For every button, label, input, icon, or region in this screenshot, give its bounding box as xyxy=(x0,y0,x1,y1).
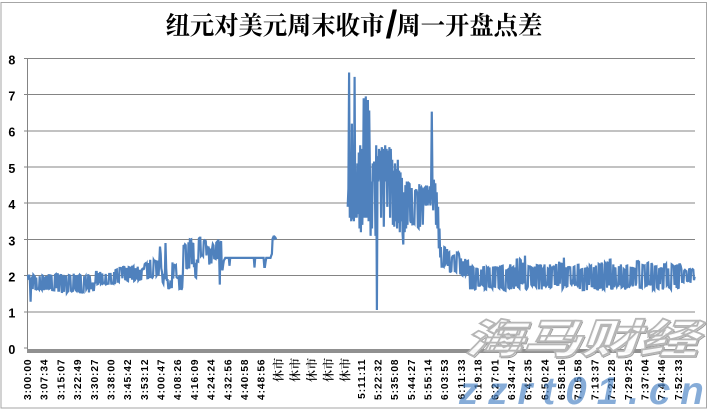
svg-text:6:03:53: 6:03:53 xyxy=(440,359,451,400)
svg-text:3:45:42: 3:45:42 xyxy=(123,359,134,400)
svg-text:6:27:01: 6:27:01 xyxy=(490,359,501,400)
svg-text:7:37:04: 7:37:04 xyxy=(641,359,652,400)
svg-text:7:29:25: 7:29:25 xyxy=(624,359,635,400)
svg-text:7: 7 xyxy=(8,90,15,104)
svg-text:4:48:56: 4:48:56 xyxy=(257,359,268,400)
svg-text:3:00:00: 3:00:00 xyxy=(23,359,34,400)
svg-text:4:32:56: 4:32:56 xyxy=(223,359,234,400)
svg-text:6:50:24: 6:50:24 xyxy=(540,359,551,400)
svg-text:5:35:08: 5:35:08 xyxy=(390,359,401,400)
svg-text:3:53:12: 3:53:12 xyxy=(140,359,151,400)
svg-text:5:55:14: 5:55:14 xyxy=(424,359,435,400)
svg-text:0: 0 xyxy=(8,343,15,357)
svg-text:4:16:09: 4:16:09 xyxy=(190,359,201,400)
svg-text:8: 8 xyxy=(8,53,15,67)
svg-text:6:11:33: 6:11:33 xyxy=(457,359,468,400)
svg-text:3:38:00: 3:38:00 xyxy=(107,359,118,400)
svg-text:4:40:58: 4:40:58 xyxy=(240,359,251,400)
svg-text:5:11:11: 5:11:11 xyxy=(357,359,368,399)
svg-text:5:22:32: 5:22:32 xyxy=(374,359,385,400)
svg-text:1: 1 xyxy=(8,307,15,321)
svg-text:3: 3 xyxy=(8,234,15,248)
svg-text:4: 4 xyxy=(8,198,15,212)
svg-text:3:22:49: 3:22:49 xyxy=(73,359,84,400)
svg-text:4:00:47: 4:00:47 xyxy=(157,359,168,400)
svg-text:7:44:46: 7:44:46 xyxy=(657,359,668,400)
svg-text:7:13:37: 7:13:37 xyxy=(590,359,601,400)
svg-text:7:21:28: 7:21:28 xyxy=(607,359,618,400)
svg-text:6:42:35: 6:42:35 xyxy=(524,359,535,400)
svg-text:zzrt01.cn: zzrt01.cn xyxy=(458,370,709,409)
svg-text:3:07:34: 3:07:34 xyxy=(40,359,51,400)
svg-text:4:24:24: 4:24:24 xyxy=(207,359,218,400)
svg-text:3:15:07: 3:15:07 xyxy=(56,359,67,400)
svg-text:6:58:16: 6:58:16 xyxy=(557,359,568,400)
svg-text:6: 6 xyxy=(8,126,15,140)
svg-text:7:52:33: 7:52:33 xyxy=(674,359,685,400)
svg-text:2: 2 xyxy=(8,271,15,285)
svg-text:5: 5 xyxy=(8,162,15,176)
svg-text:6:19:18: 6:19:18 xyxy=(474,359,485,400)
svg-text:5:44:27: 5:44:27 xyxy=(407,359,418,400)
svg-text:3:30:27: 3:30:27 xyxy=(90,359,101,400)
svg-text:7:05:58: 7:05:58 xyxy=(574,359,585,400)
svg-text:6:34:47: 6:34:47 xyxy=(507,359,518,400)
svg-text:4:08:26: 4:08:26 xyxy=(173,359,184,400)
